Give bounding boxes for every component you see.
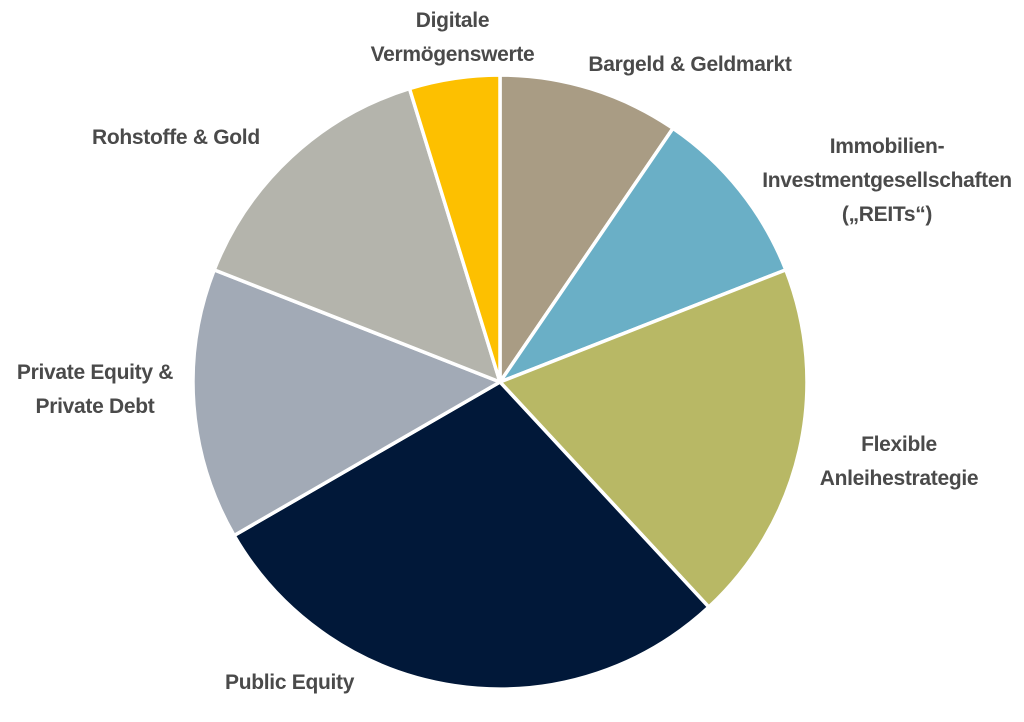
label-rohstoffe-gold: Rohstoffe & Gold — [92, 126, 260, 149]
label-private-equity-debt: Private Equity & Private Debt — [16, 361, 174, 418]
pie-slice-1 — [498, 126, 788, 384]
label-public-equity: Public Equity — [225, 671, 355, 694]
pie-slice-4 — [191, 268, 502, 538]
label-immobilien-reits: Immobilien- Investmentgesellschaften („R… — [762, 135, 1012, 226]
pie-slice-6 — [407, 73, 502, 384]
pie-slices — [191, 73, 809, 691]
label-bargeld-geldmarkt: Bargeld & Geldmarkt — [588, 53, 792, 76]
label-flexible-anleihestrategie: Flexible Anleihestrategie — [819, 433, 979, 490]
pie-slice-5 — [212, 86, 502, 384]
pie-slice-0 — [498, 73, 675, 384]
pie-slice-3 — [232, 380, 711, 691]
label-digitale-vermoegenswerte: Digitale Vermögenswerte — [370, 9, 535, 66]
pie-slice-2 — [498, 268, 809, 609]
